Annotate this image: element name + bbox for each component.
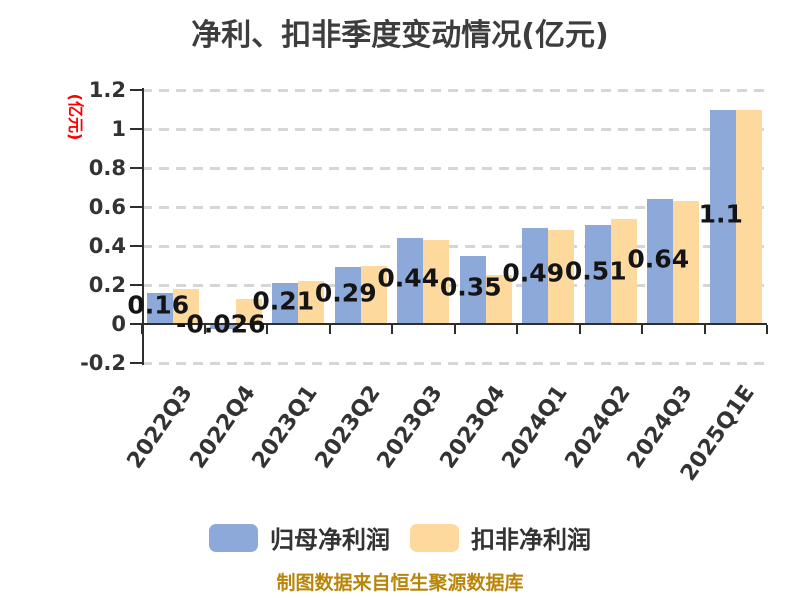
bar-value-label: 1.1: [698, 199, 743, 229]
x-tick: [203, 325, 206, 334]
bar-value-label: 0.44: [377, 263, 440, 293]
x-axis-line: [142, 323, 767, 325]
y-axis-line: [142, 88, 144, 365]
y-tick-label: 0.2: [88, 273, 126, 297]
x-tick: [516, 325, 518, 334]
bar-blue-2024Q2: [584, 224, 611, 324]
bar-orange-2023Q3: [423, 240, 450, 324]
bar-orange-2023Q2: [360, 265, 387, 324]
x-tick: [328, 325, 331, 334]
bar-value-label: 0.64: [627, 244, 690, 274]
x-tick: [453, 325, 456, 334]
y-tick-label: -0.2: [80, 351, 126, 375]
bar-blue-2024Q1: [522, 228, 549, 324]
x-tick: [266, 325, 268, 334]
bar-blue-2024Q3: [647, 199, 674, 324]
bar-orange-2023Q4: [485, 275, 512, 324]
x-tick: [578, 325, 581, 334]
y-tick-label: 1: [111, 117, 126, 141]
y-tick: [130, 206, 142, 208]
x-tick: [703, 325, 706, 334]
y-tick: [130, 128, 142, 130]
bar-orange-2023Q1: [298, 281, 325, 324]
data-source-note: 制图数据来自恒生聚源数据库: [276, 572, 524, 594]
y-tick: [130, 323, 142, 325]
gridline: [142, 244, 767, 248]
y-tick-label: 1.2: [88, 78, 126, 102]
legend-label-deducted-profit: 扣非净利润: [471, 526, 591, 554]
y-tick: [130, 167, 142, 169]
y-tick: [130, 89, 142, 91]
bar-orange-2024Q1: [548, 230, 575, 324]
y-tick: [130, 245, 142, 247]
y-tick-label: 0.6: [88, 195, 126, 219]
bar-orange-2024Q2: [610, 218, 637, 324]
bar-orange-2022Q3: [173, 288, 200, 324]
gridline: [142, 88, 767, 92]
legend-label-net-profit: 归母净利润: [270, 526, 390, 554]
gridline: [142, 127, 767, 131]
chart-title: 净利、扣非季度变动情况(亿元): [191, 18, 609, 53]
gridline: [142, 283, 767, 287]
bar-value-label: 0.16: [127, 290, 190, 320]
legend-item-deducted-profit: 扣非净利润: [410, 520, 591, 555]
legend: 归母净利润 扣非净利润: [0, 520, 800, 555]
bar-orange-2025Q1E: [735, 109, 762, 324]
bar-value-label: 0.35: [439, 272, 502, 302]
bar-value-label: -0.026: [176, 309, 266, 339]
bar-blue-2023Q4: [459, 255, 486, 324]
bar-value-label: 0.49: [502, 258, 565, 288]
x-tick: [641, 325, 643, 334]
bar-blue-2023Q2: [334, 267, 361, 324]
y-tick: [130, 362, 142, 364]
bar-blue-2023Q3: [397, 238, 424, 324]
bar-value-label: 0.29: [314, 278, 377, 308]
bar-value-label: 0.21: [252, 286, 315, 316]
legend-item-net-profit: 归母净利润: [209, 520, 390, 555]
legend-swatch-blue: [209, 523, 258, 552]
bar-orange-2024Q3: [673, 201, 700, 324]
legend-swatch-orange: [410, 523, 459, 552]
bar-value-label: 0.51: [564, 256, 627, 286]
bar-orange-2022Q4: [235, 298, 262, 324]
y-tick-label: 0.8: [88, 156, 126, 180]
gridline: [142, 361, 767, 365]
bar-blue-2023Q1: [272, 283, 299, 324]
bar-blue-2022Q4: [209, 324, 236, 330]
y-tick-label: 0.4: [88, 234, 126, 258]
x-tick: [141, 325, 143, 334]
bar-blue-2025Q1E: [709, 109, 736, 324]
y-tick-label: 0: [111, 312, 126, 336]
gridline: [142, 166, 767, 170]
bar-blue-2022Q3: [147, 292, 174, 324]
x-tick: [391, 325, 393, 334]
gridline: [142, 205, 767, 209]
x-tick: [766, 325, 768, 334]
y-tick: [130, 284, 142, 286]
